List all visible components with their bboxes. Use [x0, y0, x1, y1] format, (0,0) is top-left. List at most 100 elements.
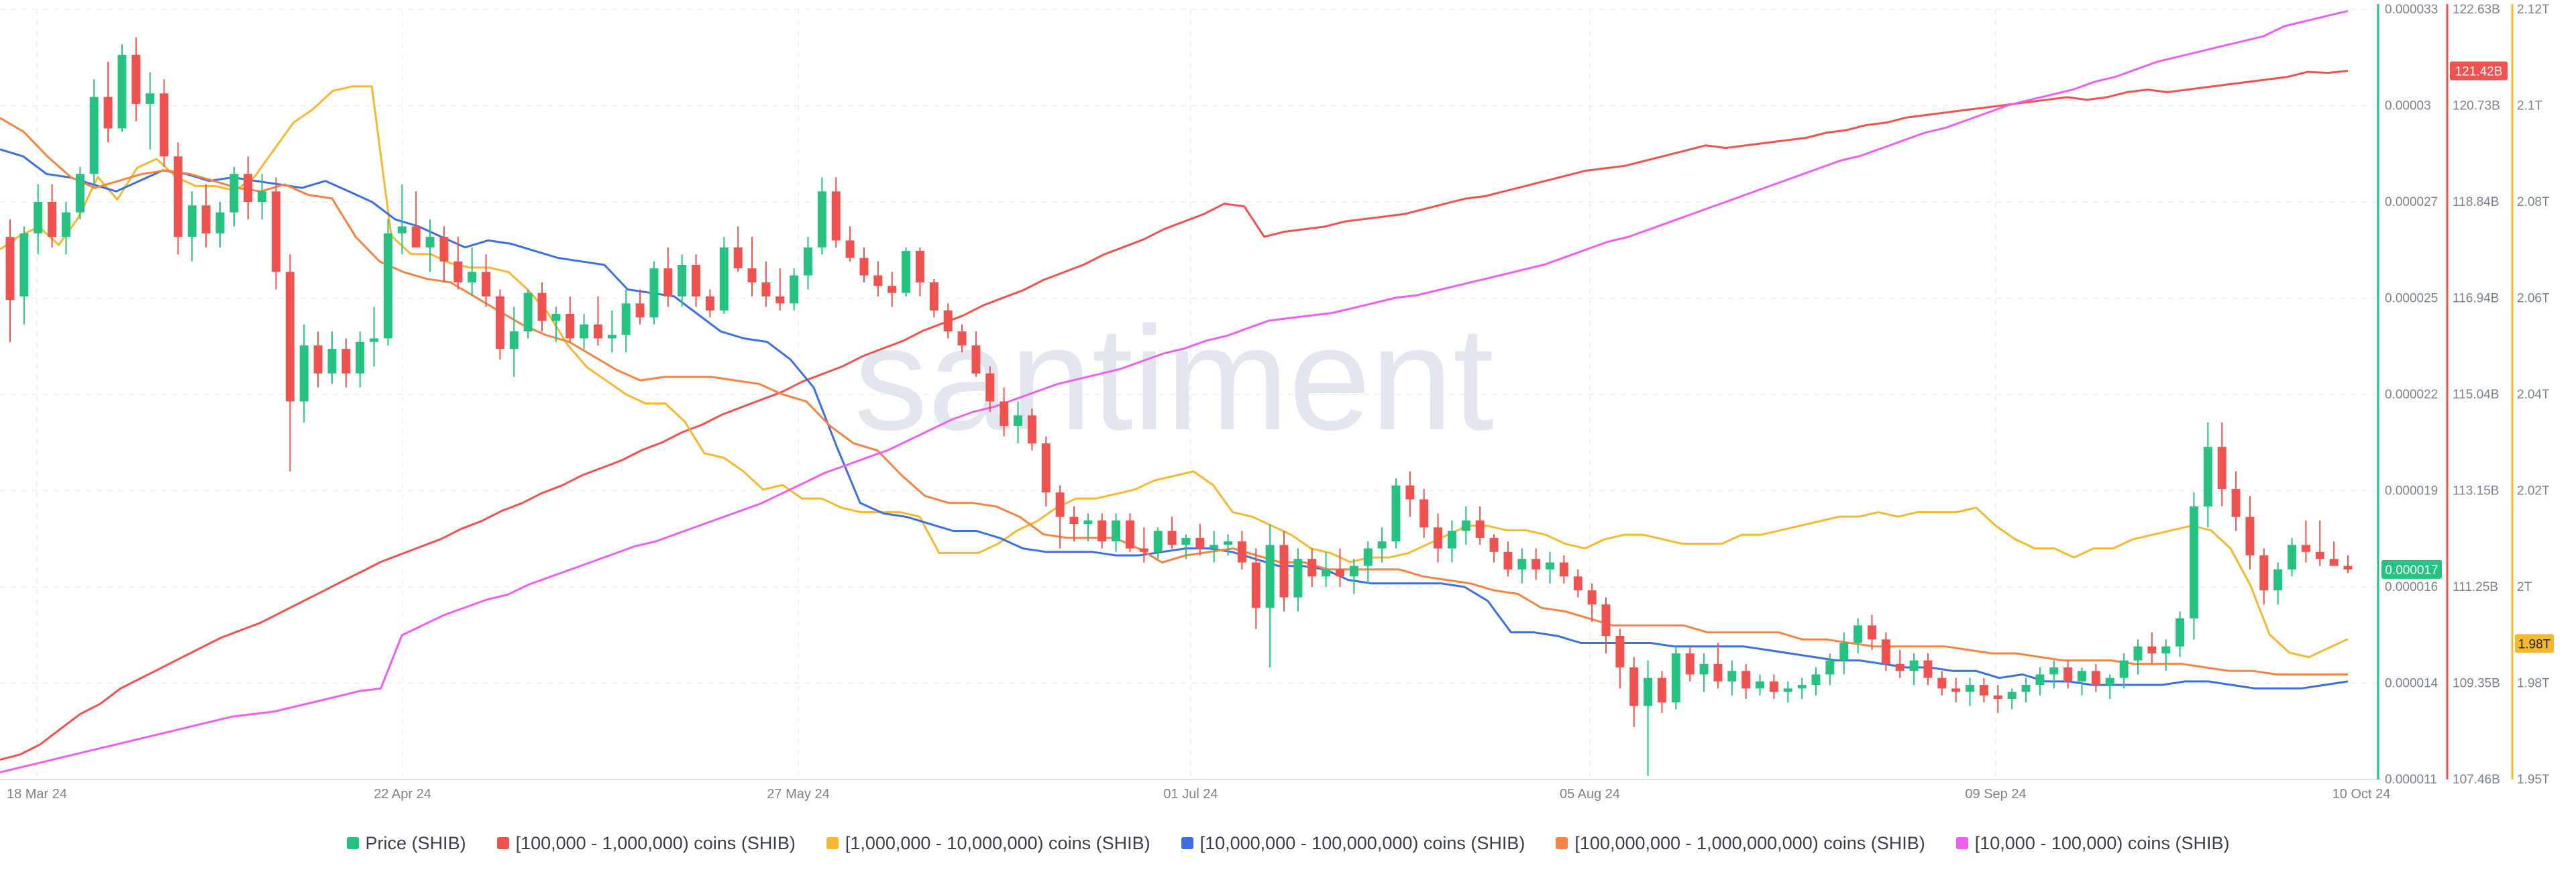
candle-body [1797, 685, 1807, 689]
candle-body [173, 156, 182, 237]
candle-body [117, 54, 127, 129]
candle-body [1461, 520, 1470, 531]
candle-body [1769, 681, 1778, 692]
last-value-label-yellow_t: 1.98T [2518, 637, 2551, 651]
candle-body [2273, 569, 2283, 591]
candle-body [2315, 551, 2324, 559]
candle-body [929, 282, 938, 311]
candle-body [2049, 667, 2059, 675]
watermark: santiment [854, 296, 1494, 461]
legend-label: [100,000 - 1,000,000) coins (SHIB) [515, 832, 796, 853]
y-tick-label: 115.04B [2453, 388, 2499, 402]
candle-body [356, 341, 365, 374]
candle-body [397, 226, 407, 233]
candle-body [2091, 671, 2100, 686]
candle-body [1811, 674, 1821, 686]
candle-body [2063, 667, 2073, 682]
candle-body [1993, 695, 2002, 699]
last-value-badge-red_b [2450, 61, 2508, 80]
y-tick-label: 2.02T [2517, 484, 2550, 498]
candle-body [1336, 569, 1344, 577]
candle-body [692, 264, 701, 296]
candle-body [1587, 590, 1597, 605]
legend-label: Price (SHIB) [365, 832, 466, 853]
candle-body [817, 191, 826, 248]
candle-body [1307, 559, 1317, 577]
y-tick-label: 1.98T [2517, 677, 2550, 691]
candle-body [566, 313, 575, 339]
candle-body [1517, 559, 1527, 569]
legend-item-1[interactable]: Price (SHIB) [346, 832, 466, 854]
candle-body [1237, 541, 1246, 563]
candle-body [1979, 685, 1988, 696]
candle-body [1391, 485, 1401, 542]
candle-body [1937, 677, 1947, 689]
y-tick-label: 2.06T [2517, 292, 2550, 306]
candle-body [1601, 604, 1611, 637]
y-tick-label: 0.000011 [2385, 773, 2437, 787]
last-value-badge-yellow_t [2515, 634, 2554, 653]
candle-body [1083, 520, 1093, 525]
candle-body [1756, 681, 1765, 689]
candle-body [1532, 559, 1541, 569]
legend-item-4[interactable]: [10,000,000 - 100,000,000) coins (SHIB) [1181, 833, 1525, 854]
candle-body [2203, 447, 2212, 506]
y-tick-label: 2T [2517, 580, 2532, 594]
legend-item-6[interactable]: [10,000 - 100,000) coins (SHIB) [1955, 832, 2230, 854]
candle-body [34, 202, 43, 233]
candle-body [719, 247, 729, 311]
candle-body [2343, 565, 2353, 569]
candle-body [775, 296, 785, 304]
legend-label: [1,000,000 - 10,000,000) coins (SHIB) [845, 832, 1150, 853]
chart-legend: Price (SHIB) [100,000 - 1,000,000) coins … [0, 826, 2576, 860]
candle-body [1181, 537, 1191, 545]
candle-body [1783, 688, 1792, 692]
candle-body [1363, 548, 1373, 566]
candle-body [299, 345, 309, 402]
legend-label: [100,000,000 - 1,000,000,000) coins (SHI… [1574, 832, 1925, 853]
candle-layer [5, 37, 2353, 776]
candle-body [1546, 562, 1554, 569]
candle-body [1615, 636, 1625, 668]
x-tick-label: 01 Jul 24 [1163, 787, 1218, 802]
candle-body [635, 303, 645, 318]
candle-body [411, 226, 421, 248]
candle-body [733, 247, 743, 269]
axis-layer: 18 Mar 24 22 Apr 24 27 May 24 01 Jul 24 05 A… [0, 3, 2554, 802]
candle-body [1112, 520, 1121, 542]
candle-body [258, 191, 267, 202]
x-tick-label: 05 Aug 24 [1560, 787, 1620, 802]
candle-body [453, 261, 463, 283]
candle-body [2231, 488, 2241, 517]
candle-body [761, 282, 771, 296]
candle-body [831, 191, 841, 241]
y-tick-label: 0.000014 [2385, 677, 2438, 691]
candle-body [19, 233, 29, 296]
candle-body [75, 174, 85, 213]
legend-item-2[interactable]: [100,000 - 1,000,000) coins (SHIB) [496, 832, 796, 854]
candle-body [2245, 516, 2255, 556]
legend-item-5[interactable]: [100,000,000 - 1,000,000,000) coins (SHI… [1556, 833, 1925, 854]
candle-body [607, 335, 616, 339]
candle-body [1027, 415, 1036, 444]
candle-body [1868, 625, 1876, 640]
legend-item-3[interactable]: [1,000,000 - 10,000,000) coins (SHIB) [826, 833, 1150, 854]
legend-label: [10,000 - 100,000) coins (SHIB) [1974, 832, 2230, 853]
candle-body [1503, 551, 1513, 569]
candle-body [103, 97, 113, 129]
candle-body [1069, 516, 1079, 525]
candle-body [747, 268, 757, 283]
y-tick-label: 116.94B [2453, 292, 2499, 306]
candle-body [845, 240, 855, 258]
candle-body [131, 54, 141, 104]
candle-body [2161, 646, 2171, 654]
candle-body [593, 324, 602, 339]
candle-body [1014, 415, 1022, 426]
y-tick-label: 111.25B [2453, 580, 2498, 594]
legend-swatch [496, 837, 509, 849]
candle-body [5, 237, 15, 301]
candle-body [341, 349, 351, 374]
candle-body [790, 275, 799, 304]
candle-body [705, 296, 714, 311]
